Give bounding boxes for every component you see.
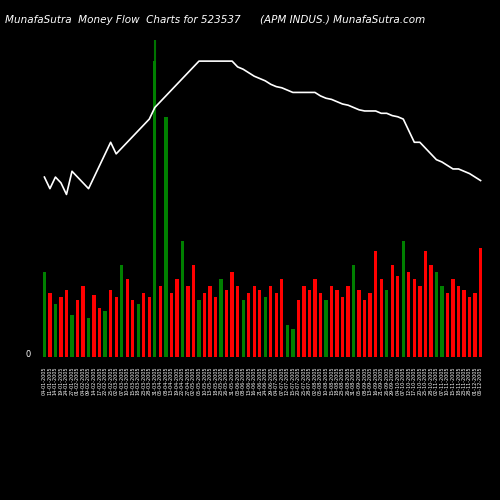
Bar [418,286,422,357]
Bar [457,286,460,357]
Bar [148,297,151,357]
Bar [87,318,90,357]
Bar [286,325,289,357]
Bar [208,286,212,357]
Bar [280,280,283,357]
Bar [446,294,449,357]
Bar [247,294,250,357]
Bar [203,294,206,357]
Text: MunafaSutra  Money Flow  Charts for 523537: MunafaSutra Money Flow Charts for 523537 [5,15,240,25]
Bar [308,290,311,357]
Bar [42,272,46,357]
Bar [48,294,51,357]
Bar [192,266,195,357]
Bar [341,297,344,357]
Text: (APM INDUS.) MunafaSutra.com: (APM INDUS.) MunafaSutra.com [260,15,425,25]
Bar [407,272,410,357]
Bar [429,266,432,357]
Bar [336,290,338,357]
Bar [230,272,234,357]
Bar [252,286,256,357]
Bar [109,290,112,357]
Bar [380,280,383,357]
Bar [164,118,168,357]
Bar [440,286,444,357]
Bar [258,290,262,357]
Bar [368,294,372,357]
Bar [142,294,146,357]
Bar [198,300,200,357]
Bar [324,300,328,357]
Bar [363,300,366,357]
Bar [435,272,438,357]
Bar [296,300,300,357]
Bar [242,300,245,357]
Bar [468,297,471,357]
Bar [104,311,107,357]
Bar [462,290,466,357]
Bar [314,280,316,357]
Bar [402,240,405,357]
Bar [479,248,482,357]
Bar [330,286,333,357]
Bar [225,290,228,357]
Bar [352,266,355,357]
Bar [474,294,476,357]
Bar [236,286,240,357]
Bar [220,280,222,357]
Bar [114,297,118,357]
Bar [346,286,350,357]
Bar [319,294,322,357]
Bar [302,286,306,357]
Bar [158,286,162,357]
Bar [264,297,267,357]
Bar [186,286,190,357]
Bar [65,290,68,357]
Bar [274,294,278,357]
Bar [396,276,400,357]
Bar [269,286,272,357]
Bar [175,280,178,357]
Bar [92,295,96,357]
Bar [131,300,134,357]
Bar [136,304,140,357]
Bar [70,314,74,357]
Bar [82,286,84,357]
Bar [170,294,173,357]
Bar [291,328,294,357]
Bar [358,290,361,357]
Bar [385,290,388,357]
Bar [374,251,378,357]
Bar [120,266,124,357]
Bar [126,280,129,357]
Bar [54,304,57,357]
Bar [390,266,394,357]
Bar [214,297,217,357]
Bar [76,300,79,357]
Bar [424,251,427,357]
Bar [153,61,156,357]
Bar [452,280,454,357]
Bar [412,280,416,357]
Bar [60,297,62,357]
Bar [181,240,184,357]
Bar [98,308,102,357]
